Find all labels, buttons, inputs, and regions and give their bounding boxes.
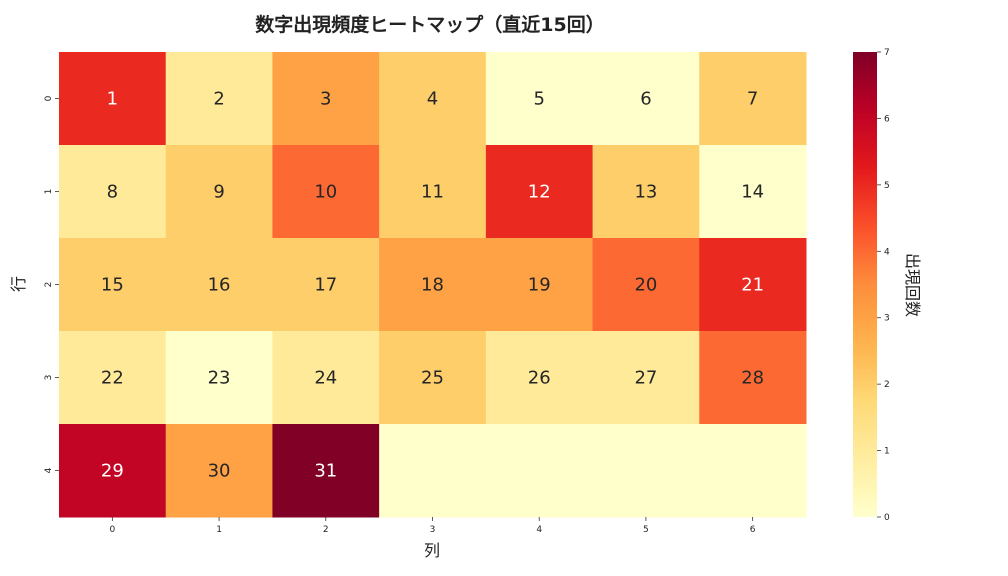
cell-label: 13 xyxy=(634,182,657,203)
cell-label: 12 xyxy=(528,182,551,203)
heatmap-cell xyxy=(592,52,700,146)
cell-label: 16 xyxy=(208,275,231,296)
cell-label: 31 xyxy=(314,461,337,482)
x-tick-label: 1 xyxy=(216,525,222,535)
y-axis-ticks: 0 1 2 3 4 xyxy=(44,95,59,473)
heatmap-cell xyxy=(59,331,167,425)
y-tick-label: 3 xyxy=(44,375,54,381)
colorbar-tick-label: 6 xyxy=(884,114,890,124)
colorbar-label: 出現回数 xyxy=(903,253,922,317)
heatmap-cell xyxy=(59,145,167,239)
cell-label: 29 xyxy=(101,461,124,482)
heatmap-cell xyxy=(699,238,807,332)
heatmap-cell xyxy=(592,424,700,518)
colorbar-ticks: 0 1 2 3 4 5 6 7 xyxy=(877,48,890,523)
colorbar-tick-label: 0 xyxy=(884,513,890,523)
cell-label: 20 xyxy=(634,275,657,296)
x-tick-label: 4 xyxy=(536,525,542,535)
heatmap-cell xyxy=(59,238,167,332)
cell-label: 4 xyxy=(427,89,438,110)
colorbar-tick-label: 7 xyxy=(884,48,890,58)
heatmap-cell xyxy=(165,145,273,239)
heatmap-cell xyxy=(592,145,700,239)
cell-label: 11 xyxy=(421,182,444,203)
heatmap-cell xyxy=(485,145,594,239)
y-tick-label: 0 xyxy=(44,95,54,101)
heatmap-cell xyxy=(485,52,594,146)
cell-label: 10 xyxy=(314,182,337,203)
colorbar-tick-label: 1 xyxy=(884,447,890,457)
heatmap-cell xyxy=(272,424,380,518)
heatmap-cell xyxy=(272,331,380,425)
x-axis-label: 列 xyxy=(424,541,440,560)
heatmap-cell xyxy=(59,424,167,518)
y-tick-label: 2 xyxy=(44,282,54,288)
heatmap-cell xyxy=(379,52,487,146)
colorbar xyxy=(853,52,877,517)
cell-label: 7 xyxy=(747,89,758,110)
heatmap-cell xyxy=(699,331,807,425)
heatmap-cell xyxy=(165,52,273,146)
colorbar-tick-label: 5 xyxy=(884,181,890,191)
cell-label: 24 xyxy=(314,368,337,389)
cell-label: 22 xyxy=(101,368,124,389)
heatmap-cell xyxy=(272,238,380,332)
cell-label: 28 xyxy=(741,368,764,389)
heatmap-cell xyxy=(165,331,273,425)
heatmap-cell xyxy=(165,424,273,518)
cell-label: 3 xyxy=(320,89,331,110)
heatmap-cell xyxy=(379,331,487,425)
heatmap-cell xyxy=(59,52,167,146)
heatmap-cell xyxy=(699,424,807,518)
cell-label: 9 xyxy=(213,182,224,203)
cell-label: 17 xyxy=(314,275,337,296)
heatmap-cell xyxy=(272,52,380,146)
cell-label: 26 xyxy=(528,368,551,389)
cell-label: 19 xyxy=(528,275,551,296)
y-axis-label: 行 xyxy=(9,276,28,292)
chart-title: 数字出現頻度ヒートマップ（直近15回） xyxy=(255,13,604,36)
colorbar-tick-label: 4 xyxy=(884,247,890,257)
heatmap-cell xyxy=(379,424,487,518)
heatmap-cell xyxy=(485,238,594,332)
heatmap-cell xyxy=(485,331,594,425)
x-tick-label: 0 xyxy=(109,525,115,535)
x-tick-label: 2 xyxy=(323,525,329,535)
y-tick-label: 4 xyxy=(44,467,54,473)
cell-label: 23 xyxy=(208,368,231,389)
heatmap-cell xyxy=(699,145,807,239)
cell-label: 15 xyxy=(101,275,124,296)
x-tick-label: 6 xyxy=(750,525,756,535)
heatmap-cell xyxy=(272,145,380,239)
x-tick-label: 5 xyxy=(643,525,649,535)
cell-label: 30 xyxy=(208,461,231,482)
x-tick-label: 3 xyxy=(430,525,436,535)
heatmap-cell xyxy=(592,331,700,425)
x-axis-ticks: 0 1 2 3 4 5 6 xyxy=(109,517,756,535)
heatmap-cell xyxy=(592,238,700,332)
cell-label: 6 xyxy=(640,89,651,110)
cell-label: 27 xyxy=(634,368,657,389)
cell-label: 5 xyxy=(533,89,544,110)
heatmap-cell xyxy=(165,238,273,332)
cell-label: 1 xyxy=(107,89,118,110)
cell-label: 2 xyxy=(213,89,224,110)
cell-label: 14 xyxy=(741,182,764,203)
heatmap-cell xyxy=(379,145,487,239)
cell-label: 21 xyxy=(741,275,764,296)
colorbar-tick-label: 3 xyxy=(884,314,890,324)
cell-label: 25 xyxy=(421,368,444,389)
heatmap-cell xyxy=(379,238,487,332)
cell-label: 18 xyxy=(421,275,444,296)
cell-label: 8 xyxy=(107,182,118,203)
heatmap-cell xyxy=(485,424,594,518)
colorbar-tick-label: 2 xyxy=(884,380,890,390)
heatmap-cell xyxy=(699,52,807,146)
y-tick-label: 1 xyxy=(44,189,54,195)
